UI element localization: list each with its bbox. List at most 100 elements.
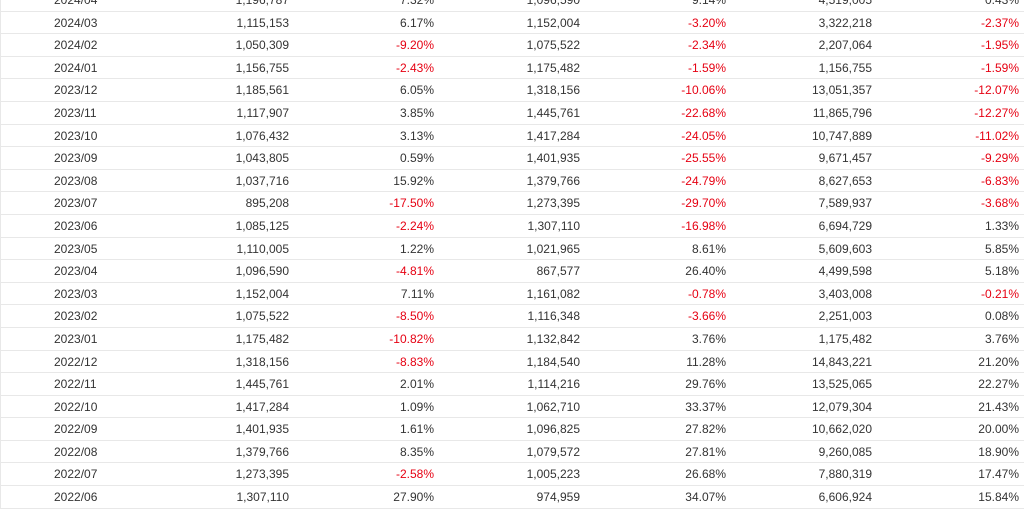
value-cell: 1,096,825 [526, 422, 580, 437]
value-cell: 1,185,561 [235, 83, 289, 98]
date-cell: 2023/02 [54, 309, 98, 324]
date-cell: 2022/08 [54, 444, 98, 459]
change-cell: -12.07% [974, 83, 1019, 98]
value-cell: 867,577 [536, 264, 580, 279]
change-cell: -3.20% [687, 15, 726, 30]
table-row: 2022/11 1,445,761 2.01% 1,114,216 29.76% 13,5… [0, 373, 1024, 396]
value-cell: 1,156,755 [235, 60, 289, 75]
cumulative-cell: 2,207,064 [818, 38, 872, 53]
value-cell: 1,273,395 [235, 467, 289, 482]
change-cell: -1.59% [980, 60, 1019, 75]
value-cell: 1,161,082 [526, 286, 580, 301]
value-cell: 1,062,710 [526, 399, 580, 414]
cumulative-cell: 3,403,008 [818, 286, 872, 301]
change-cell: -29.70% [681, 196, 726, 211]
change-cell: -2.24% [395, 218, 434, 233]
change-cell: 0.43% [984, 0, 1019, 7]
change-cell: -2.58% [395, 467, 434, 482]
table-row: 2023/12 1,185,561 6.05% 1,318,156 -10.06% 13,… [0, 79, 1024, 102]
change-cell: 8.61% [691, 241, 726, 256]
change-cell: -3.68% [980, 196, 1019, 211]
change-cell: 27.82% [685, 422, 726, 437]
value-cell: 1,085,125 [235, 218, 289, 233]
value-cell: 1,005,223 [526, 467, 580, 482]
change-cell: -1.59% [687, 60, 726, 75]
change-cell: 29.76% [685, 377, 726, 392]
table-row: 2022/10 1,417,284 1.09% 1,062,710 33.37% 12,0… [0, 395, 1024, 419]
cumulative-cell: 9,260,085 [818, 444, 872, 459]
date-cell: 2023/11 [54, 105, 97, 120]
cumulative-cell: 3,322,218 [818, 15, 872, 30]
change-cell: -25.55% [681, 151, 726, 166]
change-cell: 5.18% [984, 264, 1019, 279]
change-cell: -17.50% [389, 196, 434, 211]
value-cell: 1,021,965 [526, 241, 580, 256]
table-row: 2024/02 1,050,309 -9.20% 1,075,522 -2.34% 2,2… [0, 34, 1024, 57]
change-cell: -0.78% [687, 286, 726, 301]
value-cell: 974,959 [536, 490, 580, 505]
change-cell: 1.22% [399, 241, 434, 256]
date-cell: 2023/03 [54, 286, 98, 301]
cumulative-cell: 9,671,457 [818, 151, 872, 166]
change-cell: -22.68% [681, 105, 726, 120]
cumulative-cell: 10,662,020 [811, 422, 872, 437]
date-cell: 2023/12 [54, 83, 98, 98]
cumulative-cell: 13,051,357 [811, 83, 872, 98]
date-cell: 2024/02 [54, 38, 98, 53]
change-cell: -12.27% [974, 105, 1019, 120]
value-cell: 1,114,216 [527, 377, 581, 392]
change-cell: -10.82% [389, 331, 434, 346]
change-cell: 18.90% [978, 444, 1019, 459]
cumulative-cell: 10,747,889 [811, 128, 872, 143]
change-cell: 3.76% [691, 331, 726, 346]
change-cell: 7.32% [399, 0, 434, 7]
change-cell: 1.33% [984, 218, 1019, 233]
value-cell: 1,175,482 [526, 60, 580, 75]
change-cell: -0.21% [980, 286, 1019, 301]
change-cell: -11.02% [975, 128, 1019, 143]
value-cell: 1,445,761 [235, 377, 289, 392]
cumulative-cell: 6,694,729 [818, 218, 872, 233]
table-row: 2023/10 1,076,432 3.13% 1,417,284 -24.05% 10,… [0, 124, 1024, 148]
value-cell: 1,043,805 [235, 151, 289, 166]
date-cell: 2022/11 [54, 377, 97, 392]
value-cell: 1,115,153 [236, 15, 290, 30]
cumulative-cell: 11,865,796 [812, 105, 872, 120]
table-row: 2023/11 1,117,907 3.85% 1,445,761 -22.68% 11,… [0, 101, 1024, 125]
value-cell: 1,117,907 [236, 105, 290, 120]
value-cell: 1,379,766 [235, 444, 289, 459]
date-cell: 2024/04 [54, 0, 98, 7]
change-cell: -8.50% [395, 309, 434, 324]
table-row: 2022/09 1,401,935 1.61% 1,096,825 27.82% 10,6… [0, 418, 1024, 441]
table-row: 2022/08 1,379,766 8.35% 1,079,572 27.81% 9,26… [0, 440, 1024, 464]
value-cell: 1,184,540 [526, 354, 580, 369]
table-row: 2024/03 1,115,153 6.17% 1,152,004 -3.20% 3,32… [0, 11, 1024, 35]
change-cell: -2.43% [395, 60, 434, 75]
cumulative-cell: 2,251,003 [818, 309, 872, 324]
change-cell: -1.95% [980, 38, 1019, 53]
date-cell: 2022/12 [54, 354, 98, 369]
change-cell: -4.81% [395, 264, 434, 279]
value-cell: 1,152,004 [526, 15, 580, 30]
change-cell: 15.84% [978, 490, 1019, 505]
change-cell: -16.98% [681, 218, 726, 233]
change-cell: 21.43% [978, 399, 1019, 414]
cumulative-cell: 5,609,603 [818, 241, 872, 256]
value-cell: 1,079,572 [526, 444, 580, 459]
date-cell: 2023/09 [54, 151, 98, 166]
date-cell: 2024/03 [54, 15, 98, 30]
date-cell: 2023/06 [54, 218, 98, 233]
date-cell: 2023/10 [54, 128, 98, 143]
change-cell: 26.68% [685, 467, 726, 482]
cumulative-cell: 1,156,755 [818, 60, 872, 75]
value-cell: 1,152,004 [235, 286, 289, 301]
change-cell: 20.00% [978, 422, 1019, 437]
change-cell: 1.09% [399, 399, 434, 414]
change-cell: -2.34% [687, 38, 726, 53]
value-cell: 1,110,005 [236, 241, 290, 256]
cumulative-cell: 7,880,319 [818, 467, 872, 482]
value-cell: 1,417,284 [526, 128, 580, 143]
change-cell: -8.83% [395, 354, 434, 369]
change-cell: -3.66% [687, 309, 726, 324]
change-cell: 1.61% [399, 422, 434, 437]
